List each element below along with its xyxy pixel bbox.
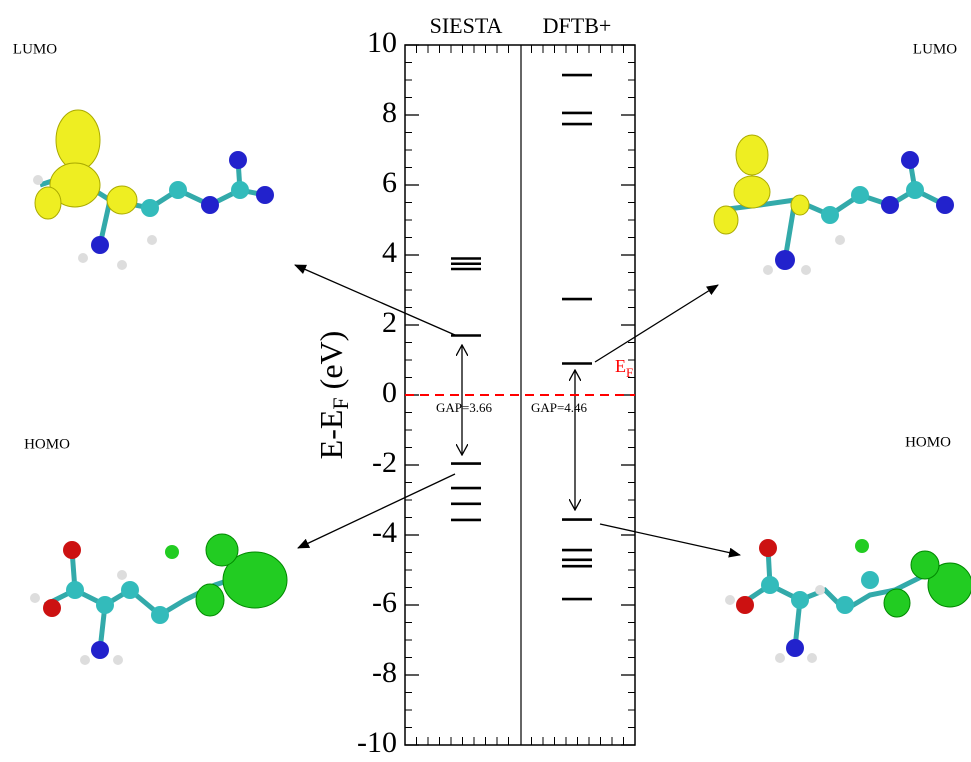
molecule-homo-siesta xyxy=(30,534,287,665)
y-tick-label: -10 xyxy=(357,726,397,759)
y-tick-label: 10 xyxy=(367,26,397,59)
y-tick-label: -6 xyxy=(372,586,397,619)
molecule-label: HOMO xyxy=(905,434,951,450)
panel-header: DFTB+ xyxy=(543,13,612,38)
y-tick-label: -4 xyxy=(372,516,397,549)
molecule-label: HOMO xyxy=(24,436,70,452)
gap-label: GAP=3.66 xyxy=(436,400,493,415)
gap-label: GAP=4.46 xyxy=(531,400,588,415)
molecule-homo-dftb xyxy=(725,539,971,663)
fermi-label-sub: F xyxy=(626,365,633,380)
gap-arrows xyxy=(462,345,575,510)
y-axis-label-sub: F xyxy=(328,397,353,409)
y-axis-label: E-EF (eV) xyxy=(313,331,353,460)
y-tick-label: -8 xyxy=(372,656,397,689)
y-axis-label-main: E-E xyxy=(313,410,349,460)
y-tick-label: 8 xyxy=(382,96,397,129)
y-tick-label: 4 xyxy=(382,236,397,269)
molecule-label: LUMO xyxy=(13,41,57,57)
molecule-lumo-dftb xyxy=(714,135,954,275)
fermi-label-main: E xyxy=(615,356,626,376)
molecule-lumo-siesta xyxy=(33,110,274,270)
y-tick-label: 2 xyxy=(382,306,397,339)
y-axis-label-unit: (eV) xyxy=(313,331,349,398)
panel-header: SIESTA xyxy=(430,13,503,38)
y-tick-label: -2 xyxy=(372,446,397,479)
molecule-label: LUMO xyxy=(913,41,957,57)
y-tick-label: 0 xyxy=(382,376,397,409)
pointer-arrows xyxy=(295,265,740,555)
y-tick-label: 6 xyxy=(382,166,397,199)
chart: LUMO LUMO HOMO HOMO xyxy=(0,0,971,762)
